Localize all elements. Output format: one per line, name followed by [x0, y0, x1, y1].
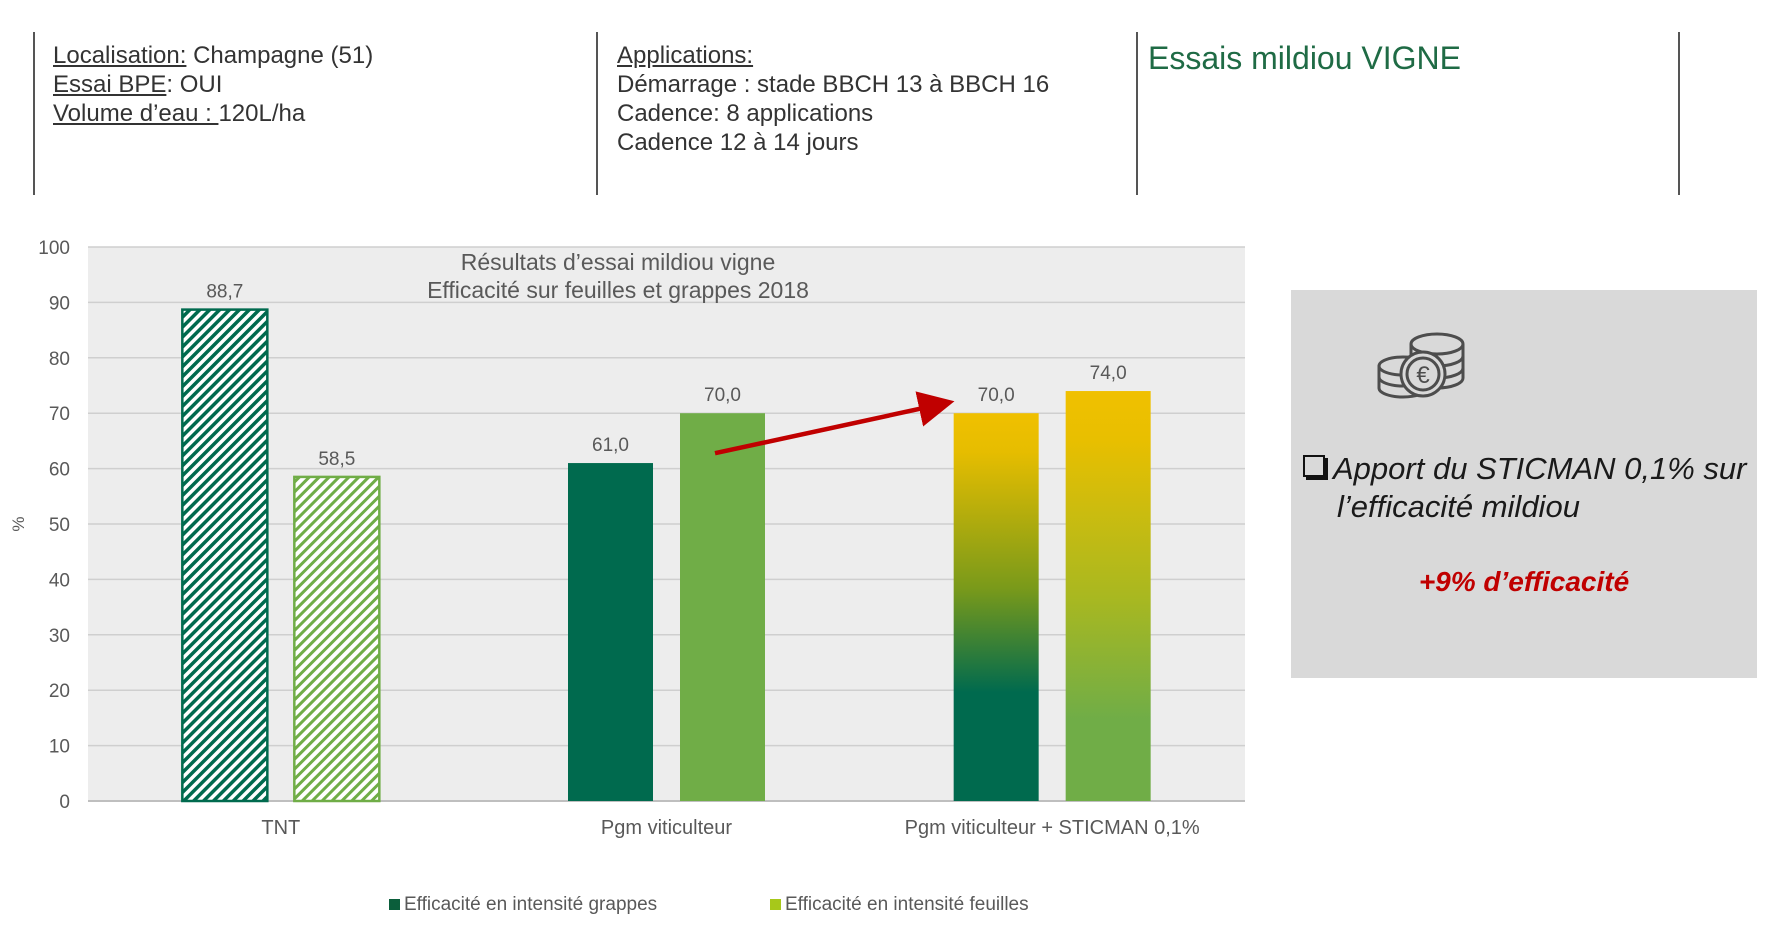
trend-arrow: [714, 391, 955, 456]
data-label: 74,0: [1090, 363, 1127, 384]
water-volume-value: 120L/ha: [218, 100, 306, 127]
callout-bullet-line2: l’efficacité mildiou: [1337, 489, 1580, 524]
y-tick-label: 90: [49, 293, 70, 314]
y-tick-label: 40: [49, 570, 70, 591]
svg-text:€: €: [1416, 362, 1430, 389]
y-tick-label: 100: [38, 238, 70, 259]
bar-feuilles: [1065, 391, 1151, 801]
y-tick-label: 10: [49, 737, 70, 758]
efficacy-gain-text: +9% d’efficacité: [1418, 566, 1630, 597]
header-divider-1: [33, 32, 35, 195]
legend-swatch: [389, 899, 400, 910]
bar-grappes: [953, 413, 1039, 801]
legend-label: Efficacité en intensité grappes: [404, 894, 657, 915]
y-axis-label: %: [9, 516, 28, 531]
legend-label: Efficacité en intensité feuilles: [785, 894, 1029, 915]
chart-title: Résultats d’essai mildiou vigne: [461, 249, 776, 275]
data-label: 61,0: [592, 435, 629, 456]
bar-feuilles: [293, 475, 381, 803]
page-title: Essais mildiou VIGNE: [1148, 40, 1461, 76]
applications-start: Démarrage : stade BBCH 13 à BBCH 16: [617, 71, 1050, 98]
sticman-callout: € Apport du STICMAN 0,1% sur l’efficacit…: [1291, 290, 1757, 678]
header-divider-3: [1136, 32, 1138, 195]
bar-feuilles: [680, 413, 765, 801]
y-tick-label: 80: [49, 349, 70, 370]
trial-info-block: Localisation: Champagne (51) Essai BPE: …: [53, 41, 373, 128]
callout-bullet: Apport du STICMAN 0,1% sur l’efficacité …: [1303, 450, 1753, 526]
bpe-label: Essai BPE: [53, 71, 167, 98]
applications-interval: Cadence 12 à 14 jours: [617, 129, 859, 156]
callout-bullet-line1: Apport du STICMAN 0,1% sur: [1333, 451, 1747, 486]
applications-block: Applications: Démarrage : stade BBCH 13 …: [617, 41, 1049, 157]
bpe-value: : OUI: [166, 71, 223, 98]
data-label: 70,0: [704, 385, 741, 406]
header-divider-4: [1678, 32, 1680, 195]
y-tick-label: 50: [49, 515, 70, 536]
location-value: Champagne (51): [186, 42, 374, 69]
bar-grappes: [568, 463, 653, 801]
applications-count: Cadence: 8 applications: [617, 100, 874, 127]
data-label: 88,7: [206, 282, 243, 303]
bar-grappes: [181, 308, 269, 803]
x-tick-label: TNT: [261, 817, 300, 839]
y-tick-label: 20: [49, 681, 70, 702]
applications-title: Applications:: [617, 42, 754, 69]
y-tick-label: 0: [59, 792, 70, 813]
x-tick-label: Pgm viticulteur + STICMAN 0,1%: [905, 817, 1200, 839]
data-label: 70,0: [978, 385, 1015, 406]
x-tick-label: Pgm viticulteur: [601, 817, 732, 839]
data-label: 58,5: [318, 449, 355, 470]
y-tick-label: 60: [49, 460, 70, 481]
location-label: Localisation:: [53, 42, 187, 69]
y-tick-label: 30: [49, 626, 70, 647]
checkbox-bullet-icon: [1303, 455, 1325, 477]
efficacy-bar-chart: 0 10 20 30 40 50 60 70 80 90 100% Résultats d’essai…: [9, 238, 1245, 915]
y-tick-label: 70: [49, 404, 70, 425]
water-volume-label: Volume d’eau :: [53, 100, 219, 127]
chart-subtitle: Efficacité sur feuilles et grappes 2018: [427, 277, 809, 303]
euro-coins-icon: €: [1377, 332, 1465, 399]
header-divider-2: [596, 32, 598, 195]
legend-swatch: [770, 899, 781, 910]
